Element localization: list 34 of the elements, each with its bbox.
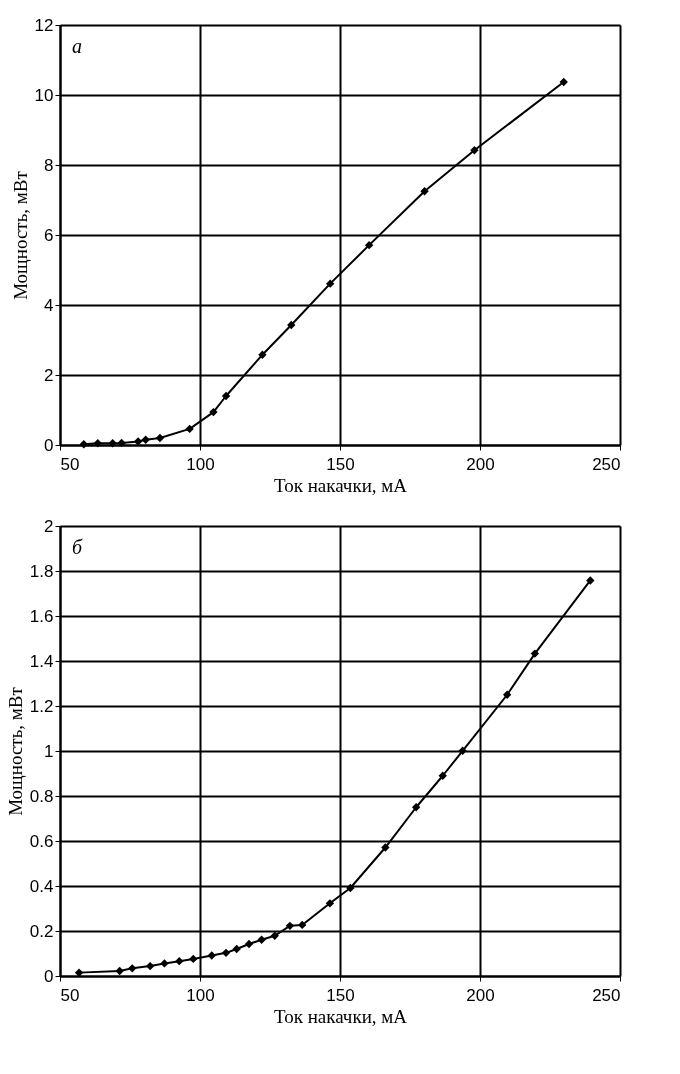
y-tick-label: 0.2: [29, 921, 54, 941]
annotation: а: [72, 35, 82, 57]
y-tick-label: 4: [44, 295, 54, 315]
x-tick-label: 250: [592, 985, 621, 1005]
y-tick-label: 0.8: [29, 786, 54, 806]
x-tick-label: 100: [186, 985, 215, 1005]
y-tick-label: 0: [44, 966, 54, 986]
y-tick-label: 1.2: [29, 696, 54, 716]
x-tick-label: 200: [466, 985, 495, 1005]
y-tick-label: 0.4: [29, 876, 54, 896]
y-tick-label: 1.4: [29, 651, 54, 671]
x-tick-label: 50: [60, 454, 80, 474]
x-tick-label: 50: [60, 985, 80, 1005]
x-tick-label: 100: [186, 454, 215, 474]
y-tick-label: 10: [34, 85, 54, 105]
y-tick-label: 12: [34, 15, 54, 35]
x-tick-label: 150: [326, 454, 355, 474]
y-tick-label: 2: [44, 516, 54, 536]
y-tick-label: 0: [44, 435, 54, 455]
x-axis-title: Ток накачки, мА: [273, 1005, 408, 1027]
y-tick-label: 1.8: [29, 561, 54, 581]
x-tick-label: 150: [326, 985, 355, 1005]
annotation: б: [72, 536, 83, 558]
y-tick-label: 8: [44, 155, 54, 175]
y-tick-label: 6: [44, 225, 54, 245]
y-tick-label: 1: [44, 741, 54, 761]
x-tick-label: 200: [466, 454, 495, 474]
x-axis-title: Ток накачки, мА: [273, 474, 408, 496]
y-tick-label: 0.6: [29, 831, 54, 851]
x-tick-label: 250: [592, 454, 621, 474]
y-tick-label: 1.6: [29, 606, 54, 626]
y-axis-title: Мощность, мВт: [9, 170, 31, 300]
y-tick-label: 2: [44, 365, 54, 385]
y-axis-title: Мощность, мВт: [4, 686, 26, 816]
